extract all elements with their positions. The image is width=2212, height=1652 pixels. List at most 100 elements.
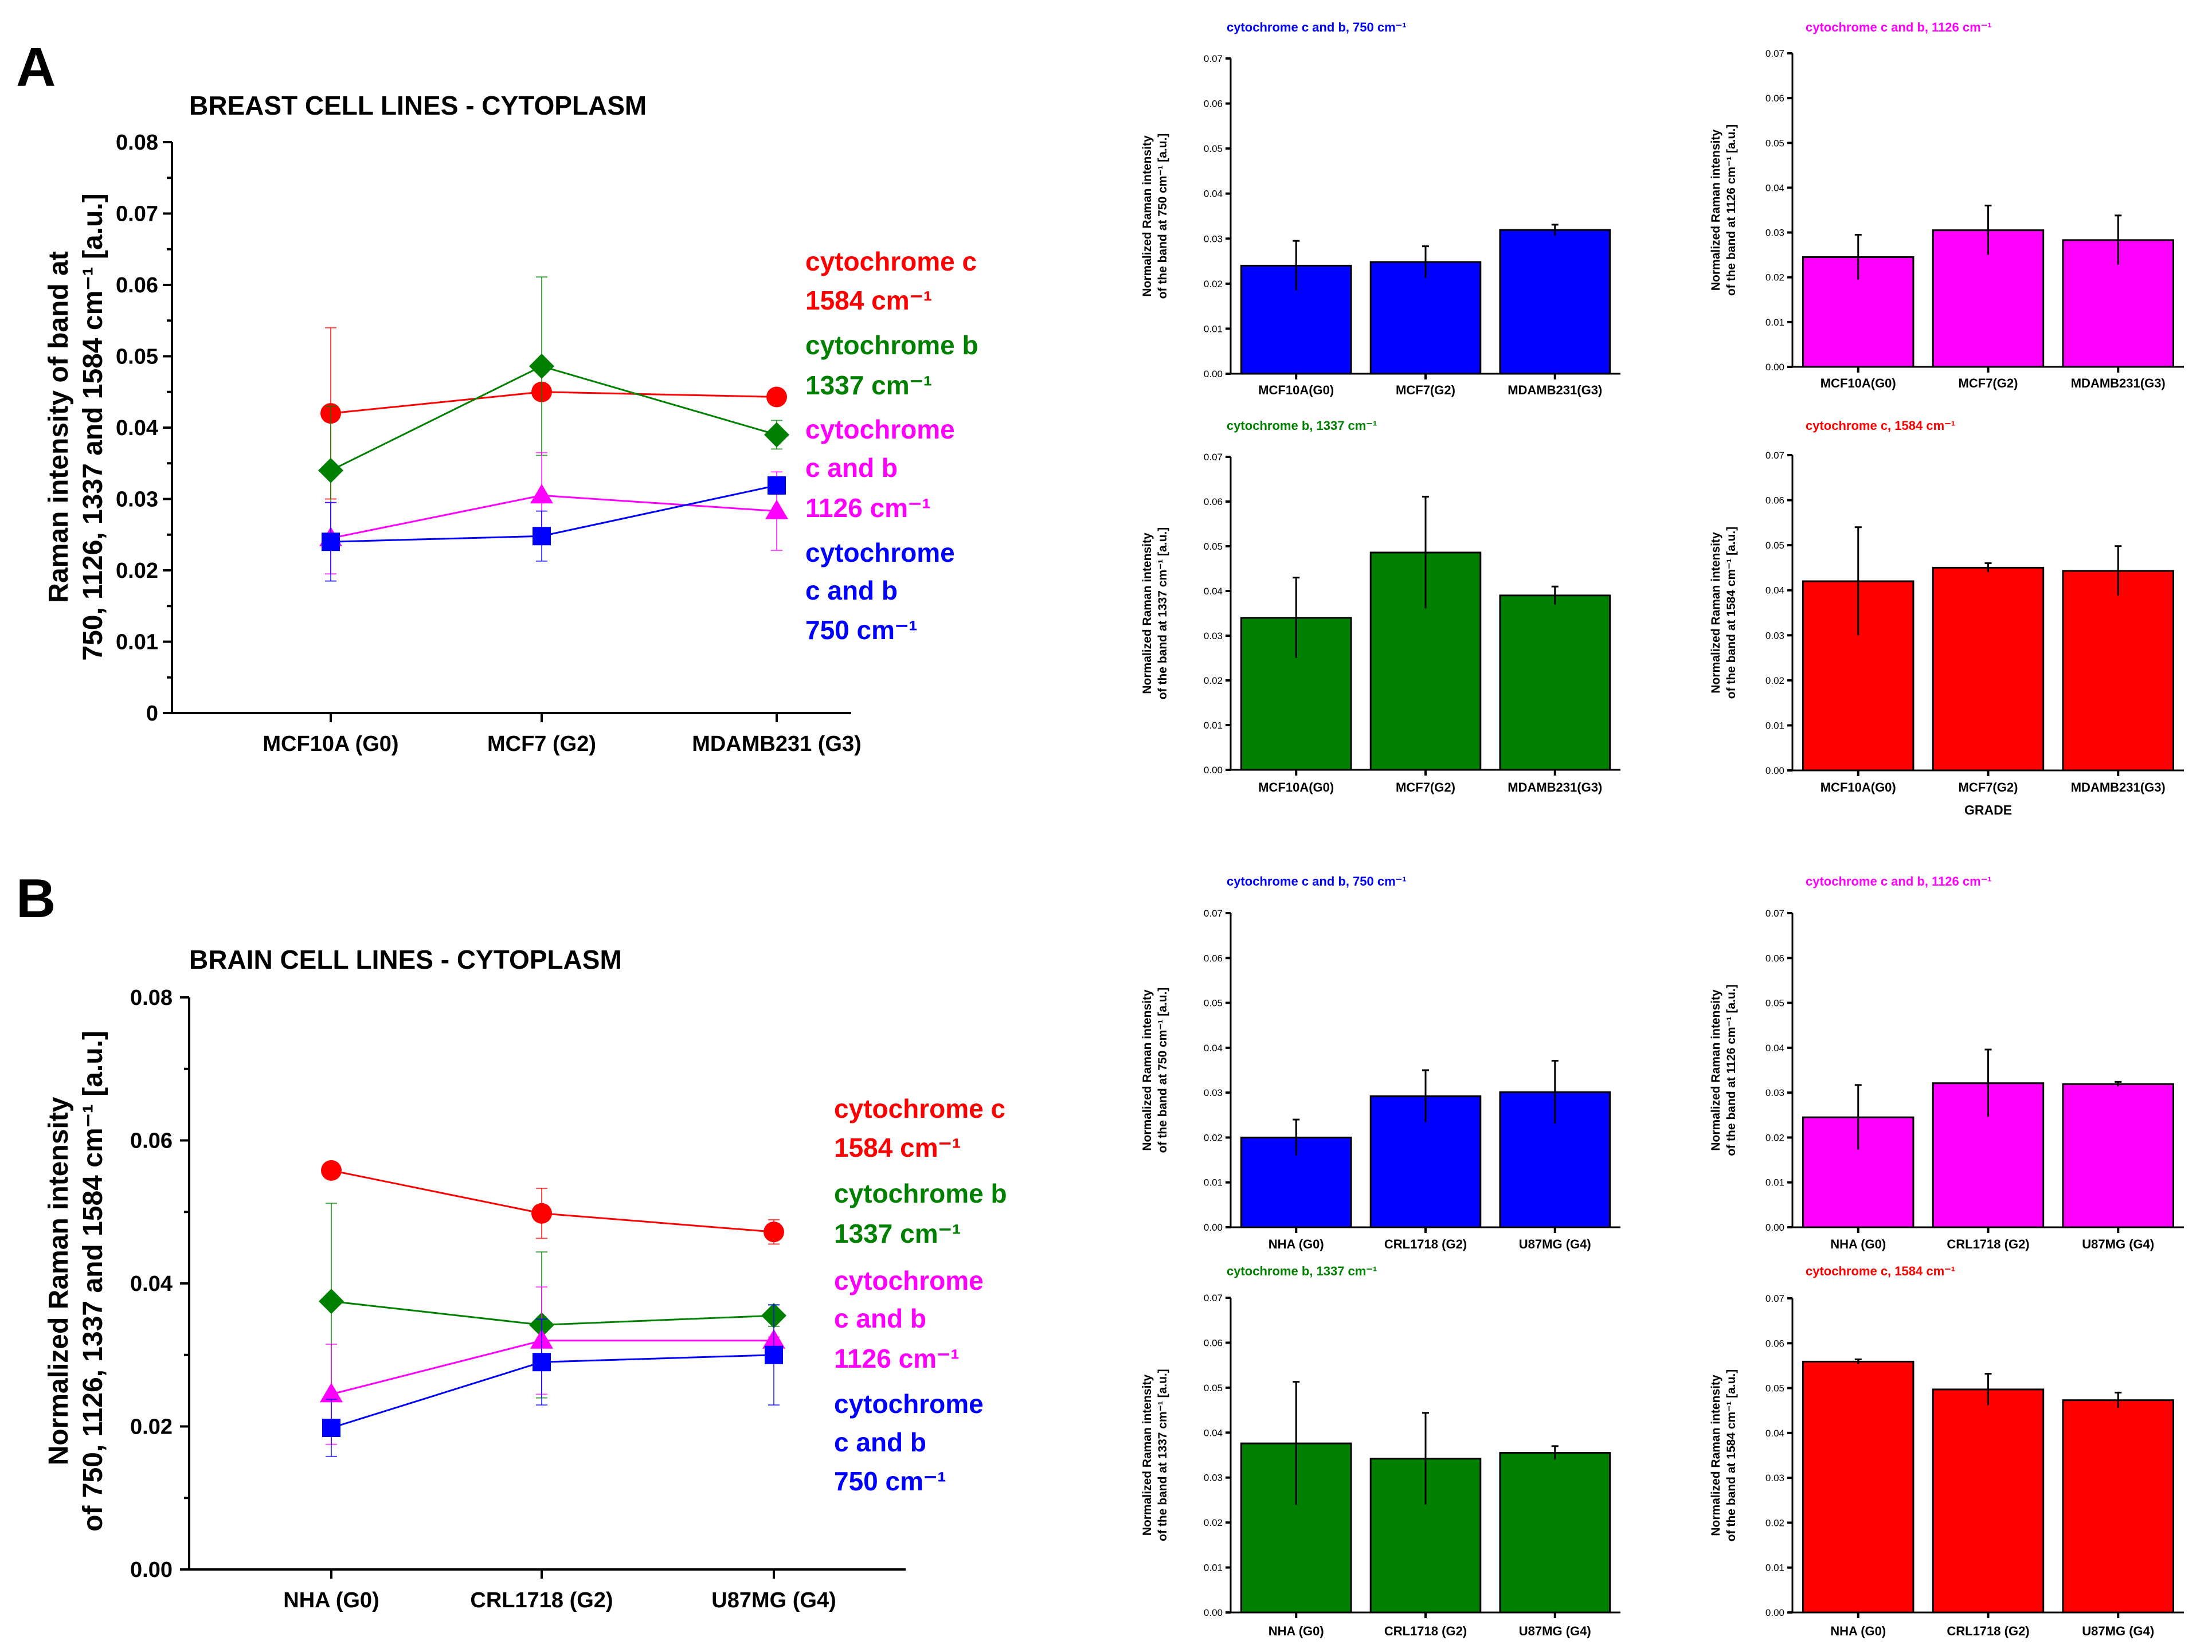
bar-ylabel-line1: Normalized Raman intensity xyxy=(1141,989,1154,1151)
data-point xyxy=(765,499,788,519)
y-tick-label: 0.04 xyxy=(1204,1427,1223,1438)
b-line-chart: 0.00 0.02 0.04 0.06 0.08 NHA (G0) CRL1718 (G2)… xyxy=(130,986,906,1612)
data-point xyxy=(322,1418,340,1437)
y-tick-label: 0.01 xyxy=(1204,323,1223,334)
y-tick-label: 0.01 xyxy=(1765,720,1784,731)
y-tick-label: 0.00 xyxy=(1204,1607,1223,1618)
x-tick-label: NHA (G0) xyxy=(1269,1237,1324,1251)
brain-ylabel-line1: Normalized Raman intensity xyxy=(44,1097,74,1465)
y-tick-label: 0.01 xyxy=(1204,720,1223,731)
y-tick-label: 0.02 xyxy=(130,1415,173,1439)
data-point xyxy=(765,1345,783,1364)
panel-label-b: B xyxy=(16,868,56,929)
axis-frame xyxy=(188,997,906,1571)
x-tick-label: U87MG (G4) xyxy=(1519,1237,1591,1251)
data-point xyxy=(768,476,786,495)
y-tick-label: 0.07 xyxy=(1204,1293,1223,1303)
brain-ylabel-line2: of 750, 1126, 1337 and 1584 cm⁻¹ [a.u.] xyxy=(78,1031,108,1532)
y-tick-label: 0.06 xyxy=(116,273,158,297)
breast-legend-cyt-c-l2: 1584 cm⁻¹ xyxy=(805,285,932,315)
x-tick-label: U87MG (G4) xyxy=(2082,1624,2154,1638)
y-tick-label: 0.01 xyxy=(116,631,158,655)
brain-legend-cyt-b-l1: cytochrome b xyxy=(834,1179,1007,1208)
bar xyxy=(1932,1082,2045,1228)
bar xyxy=(1499,1452,1611,1614)
x-tick-label: U87MG (G4) xyxy=(711,1588,836,1612)
y-tick-label: 0.02 xyxy=(1204,1517,1223,1528)
bar xyxy=(1499,229,1611,375)
x-tick-label: MCF7(G2) xyxy=(1959,780,2018,794)
y-tick-label: 0.00 xyxy=(1204,1222,1223,1233)
y-tick-label: 0.04 xyxy=(1765,1428,1784,1439)
bar-ylabel-line2: of the band at 1584 cm⁻¹ [a.u.] xyxy=(1725,1369,1738,1541)
x-tick-label: U87MG (G4) xyxy=(1519,1624,1591,1638)
y-tick-label: 0.06 xyxy=(1204,99,1223,109)
breast-legend-cyt-cb750-l2: c and b xyxy=(805,576,898,605)
series-line xyxy=(331,1300,774,1326)
a-bar-750-chart: cytochrome c and b, 750 cm⁻¹ 0.00 0.01 0.02… xyxy=(1141,20,1620,397)
y-tick-label: 0.05 xyxy=(1765,1383,1784,1394)
y-tick-label: 0.06 xyxy=(1204,496,1223,507)
y-tick-label: 0.05 xyxy=(1204,143,1223,154)
y-tick-label: 0.03 xyxy=(1204,1087,1223,1098)
y-tick-label: 0.07 xyxy=(1765,908,1784,919)
brain-legend-cyt-cb1126-l2: c and b xyxy=(834,1303,926,1333)
bar xyxy=(1802,1360,1915,1614)
bar-ylabel-line2: of the band at 1126 cm⁻¹ [a.u.] xyxy=(1725,124,1738,296)
y-tick-label: 0.04 xyxy=(1204,1043,1223,1054)
x-tick-label: MCF10A (G0) xyxy=(263,732,398,756)
data-point xyxy=(321,1160,342,1181)
y-tick-label: 0.08 xyxy=(130,986,173,1010)
series-line xyxy=(331,1354,774,1429)
y-tick-label: 0 xyxy=(146,702,158,726)
x-tick-label: U87MG (G4) xyxy=(2082,1237,2154,1251)
x-tick-label: NHA (G0) xyxy=(283,1588,379,1612)
y-tick-label: 0.02 xyxy=(1204,1132,1223,1143)
bar-ylabel-line2: of the band at 1337 cm⁻¹ [a.u.] xyxy=(1156,1369,1169,1541)
y-tick-label: 0.02 xyxy=(116,559,158,583)
axis-frame xyxy=(1791,455,2184,772)
bar-ylabel-line1: Normalized Raman intensity xyxy=(1709,532,1722,694)
y-tick-label: 0.04 xyxy=(1204,586,1223,597)
y-tick-label: 0.06 xyxy=(1765,495,1784,506)
breast-legend-cyt-b-l2: 1337 cm⁻¹ xyxy=(805,370,932,400)
series-2 xyxy=(319,452,788,575)
y-tick-label: 0.05 xyxy=(1765,138,1784,148)
a-line-chart: 0 0.01 0.02 0.03 0.04 0.05 0.06 0.07 0.08 MCF10A … xyxy=(116,131,862,756)
x-tick-label: MDAMB231(G3) xyxy=(1508,383,1602,397)
bar xyxy=(2062,1083,2174,1228)
y-tick-label: 0.00 xyxy=(1204,369,1223,379)
bar-ylabel-line1: Normalized Raman intensity xyxy=(1709,1375,1722,1536)
brain-legend-cyt-cb1126-l3: 1126 cm⁻¹ xyxy=(834,1344,960,1373)
bar xyxy=(1369,261,1482,375)
y-tick-label: 0.02 xyxy=(1765,1517,1784,1528)
x-tick-label: CRL1718 (G2) xyxy=(1384,1624,1467,1638)
axis-frame xyxy=(1230,58,1620,375)
y-tick-label: 0.06 xyxy=(1765,953,1784,964)
y-tick-label: 0.02 xyxy=(1204,279,1223,289)
series-3 xyxy=(322,1304,783,1457)
data-point xyxy=(319,1289,344,1314)
bar-ylabel-line1: Normalized Raman intensity xyxy=(1141,533,1154,694)
axis-frame xyxy=(1230,1298,1620,1614)
y-tick-label: 0.07 xyxy=(1765,48,1784,59)
y-tick-label: 0.02 xyxy=(1204,675,1223,686)
a-bar-1126-chart: cytochrome c and b, 1126 cm⁻¹ 0.00 0.01 0.0… xyxy=(1709,20,2184,390)
y-tick-label: 0.07 xyxy=(1765,450,1784,461)
x-tick-label: MCF7 (G2) xyxy=(487,732,596,756)
y-tick-label: 0.04 xyxy=(130,1272,173,1296)
brain-legend-cyt-cb1126-l1: cytochrome xyxy=(834,1266,984,1295)
y-tick-label: 0.03 xyxy=(1765,1087,1784,1098)
bar-ylabel-line2: of the band at 750 cm⁻¹ [a.u.] xyxy=(1156,134,1169,299)
y-tick-label: 0.00 xyxy=(130,1558,173,1582)
bar-ylabel-line2: of the band at 750 cm⁻¹ [a.u.] xyxy=(1156,988,1169,1153)
y-tick-label: 0.01 xyxy=(1204,1563,1223,1573)
y-tick-label: 0.06 xyxy=(1765,1338,1784,1349)
breast-legend-cyt-b-l1: cytochrome b xyxy=(805,330,978,360)
data-point xyxy=(318,457,343,483)
x-tick-label: MCF7(G2) xyxy=(1396,383,1455,397)
panel-label-a: A xyxy=(16,37,56,98)
x-tick-label: NHA (G0) xyxy=(1269,1624,1324,1638)
x-tick-label: MDAMB231(G3) xyxy=(2071,780,2166,794)
brain-legend-cyt-c-l1: cytochrome c xyxy=(834,1094,1005,1123)
